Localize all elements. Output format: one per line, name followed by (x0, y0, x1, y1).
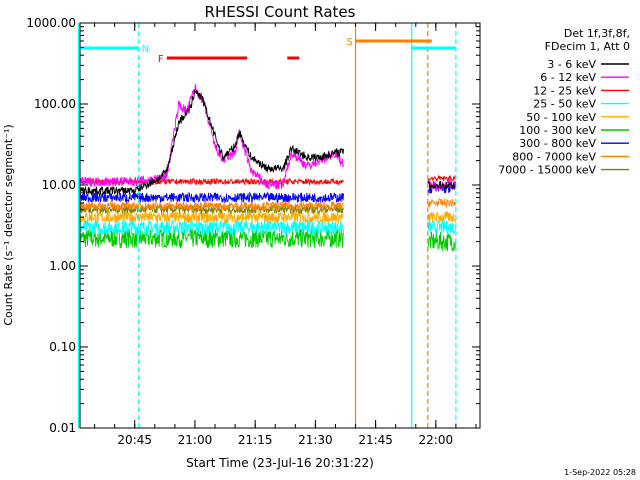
legend-entry-label: 100 - 300 keV (519, 124, 596, 137)
series-gap-segment-12-25-keVkev (427, 174, 457, 183)
series-gap-segment-3-6-keVkev (427, 180, 457, 190)
x-tick-label: 21:00 (178, 433, 213, 447)
series-line-25-50-keVkev (80, 218, 344, 236)
x-tick-label: 22:00 (419, 433, 454, 447)
y-tick-label: 0.01 (49, 421, 76, 435)
y-tick-label: 10.00 (42, 178, 76, 192)
series-line-3-6-keVkev (80, 89, 344, 196)
series-gap-segment-100-300-keVkev (427, 231, 457, 252)
series-line-7000-15000-keVkev (80, 204, 344, 215)
state-label-n: N (142, 44, 149, 55)
x-tick-label: 20:45 (117, 433, 152, 447)
series-line-6-12-keVkev (80, 83, 344, 190)
legend-entry-label: 25 - 50 keV (533, 98, 596, 111)
y-axis-label: Count Rate (s⁻¹ detector segment⁻¹) (2, 124, 15, 325)
x-tick-label: 21:15 (238, 433, 273, 447)
series-line-50-100-keVkev (80, 210, 344, 225)
legend-entry-label: 3 - 6 keV (547, 58, 596, 71)
legend-entry-label: 12 - 25 keV (533, 84, 596, 97)
legend-entry-label: 6 - 12 keV (540, 71, 596, 84)
x-tick-label: 21:30 (298, 433, 333, 447)
x-tick-label: 21:45 (358, 433, 393, 447)
legend: Det 1f,3f,8f, FDecim 1, Att 0 3 - 6 keV6… (498, 27, 630, 177)
y-tick-label: 0.10 (49, 340, 76, 354)
plot-frame (79, 22, 481, 429)
legend-entry-label: 300 - 800 keV (519, 137, 596, 150)
series-line-800-7000-keVkev (80, 200, 344, 212)
legend-entry-label: 800 - 7000 keV (512, 150, 596, 163)
series-gap-segment-25-50-keVkev (427, 219, 457, 236)
legend-entry-label: 7000 - 15000 keV (498, 164, 596, 177)
chart-title: RHESSI Count Rates (205, 3, 356, 21)
legend-entry-label: 50 - 100 keV (526, 111, 596, 124)
legend-header-line-2: FDecim 1, Att 0 (545, 40, 630, 53)
series-gap-segment-800-7000-keVkev (427, 198, 457, 208)
y-tick-label: 100.00 (34, 97, 76, 111)
timestamp: 1-Sep-2022 05:28 (564, 468, 636, 477)
state-label-s: S (347, 37, 353, 48)
state-label-f: F (158, 54, 164, 65)
series-line-300-800-keVkev (80, 191, 344, 204)
y-tick-label: 1.00 (49, 259, 76, 273)
legend-header-line-1: Det 1f,3f,8f, (564, 27, 630, 40)
series-gap-segment-50-100-keVkev (427, 210, 457, 223)
y-tick-label: 1000.00 (26, 16, 76, 30)
x-axis-label: Start Time (23-Jul-16 20:31:22) (186, 456, 374, 470)
